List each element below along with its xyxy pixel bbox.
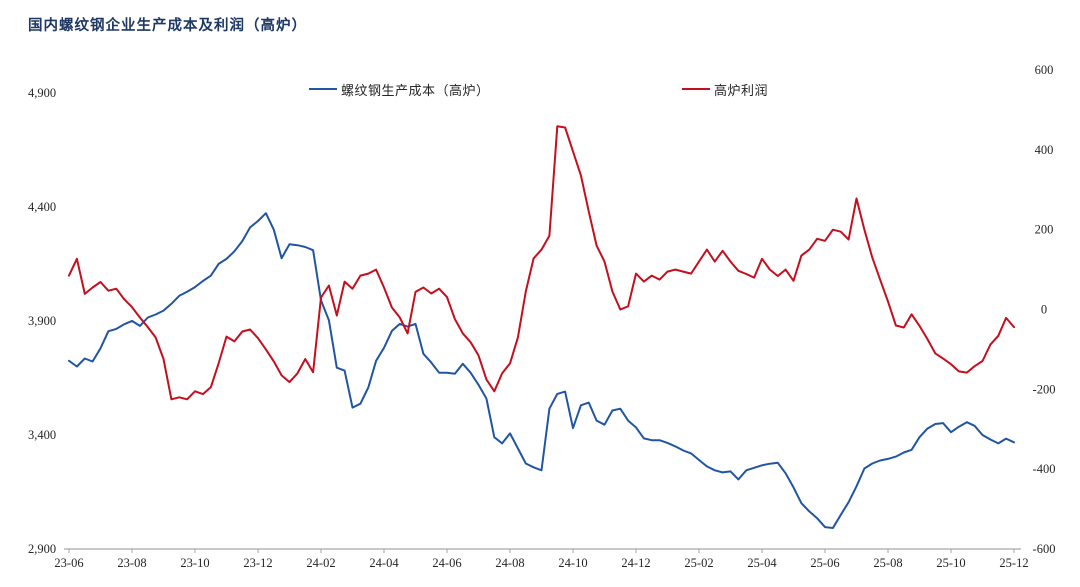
x-tick-label: 23-12 [243,556,272,570]
left-y-tick-label: 3,400 [28,428,56,442]
left-y-tick-label: 2,900 [28,542,56,556]
legend-item-cost: 螺纹钢生产成本（高炉） [309,82,490,98]
left-y-tick-label: 4,900 [28,86,56,100]
right-y-tick-label: -200 [1033,382,1056,396]
left-y-tick-label: 3,900 [28,314,56,328]
right-y-tick-label: -600 [1033,542,1056,556]
x-tick-label: 25-06 [810,556,839,570]
x-tick-label: 25-08 [873,556,902,570]
x-tick-label: 24-08 [495,556,524,570]
x-tick-label: 24-02 [306,556,335,570]
right-y-tick-label: 200 [1035,223,1054,237]
chart-title: 国内螺纹钢企业生产成本及利润（高炉） [28,18,307,34]
legend-label-profit: 高炉利润 [714,82,769,98]
cost-line-series [68,212,1015,529]
x-tick-label: 25-02 [684,556,713,570]
x-tick-label: 24-06 [432,556,461,570]
left-y-tick-label: 4,400 [28,200,56,214]
x-tick-label: 25-12 [999,556,1028,570]
right-y-tick-label: -400 [1033,462,1056,476]
x-tick-label: 24-12 [621,556,650,570]
x-tick-label: 25-10 [936,556,965,570]
x-tick-label: 23-08 [117,556,146,570]
right-y-tick-label: 600 [1035,63,1054,77]
x-tick-label: 24-04 [369,556,399,570]
right-y-tick-label: 400 [1035,143,1054,157]
x-tick-label: 25-04 [747,556,777,570]
legend-line-cost-swatch [309,87,337,91]
x-tick-label: 24-10 [558,556,587,570]
legend-item-profit: 高炉利润 [682,82,769,98]
right-y-tick-label: 0 [1041,303,1047,317]
legend-line-profit-swatch [682,87,710,91]
profit-line-series [68,125,1015,401]
x-tick-label: 23-10 [180,556,209,570]
legend-label-cost: 螺纹钢生产成本（高炉） [341,82,490,98]
x-tick-label: 23-06 [54,556,83,570]
